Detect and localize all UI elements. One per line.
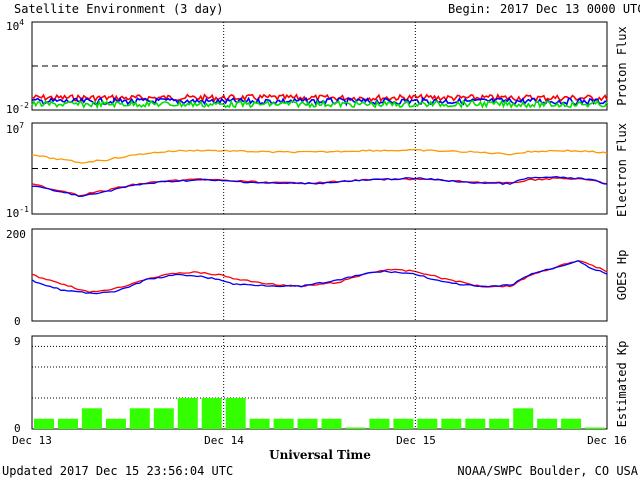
goes-hp-frame xyxy=(31,228,608,322)
xaxis-label: Universal Time xyxy=(269,448,371,462)
kp-bar xyxy=(58,418,78,429)
electron-ytick-top: 107 xyxy=(6,121,24,136)
begin-label: Begin: xyxy=(448,2,491,16)
kp-bar xyxy=(129,408,150,429)
kp-bar xyxy=(249,418,270,429)
kp-bar xyxy=(585,427,605,429)
kp-bar xyxy=(537,418,558,429)
kp-frame xyxy=(31,335,608,430)
kp-bar xyxy=(489,418,510,429)
proton-ytick-top: 104 xyxy=(6,18,24,33)
kp-bar xyxy=(321,418,342,429)
goes-hp-panel: 200 0 GOES Hp xyxy=(6,228,629,328)
orange-series-line xyxy=(32,149,608,164)
goes-hp-series xyxy=(31,259,608,295)
kp-bar xyxy=(345,427,366,429)
xtick-dec14: Dec 14 xyxy=(204,434,244,447)
proton-flux-panel: 104 10-2 Proton Flux xyxy=(6,18,629,116)
kp-bars xyxy=(32,345,607,429)
kp-bar xyxy=(34,418,54,429)
blue-series-line xyxy=(31,259,608,295)
kp-bar xyxy=(177,398,198,429)
kp-bar xyxy=(105,418,126,429)
proton-flux-series xyxy=(31,65,608,110)
kp-bar xyxy=(465,418,486,429)
kp-bar xyxy=(273,418,294,429)
goes-ytick-bottom: 0 xyxy=(14,315,21,328)
blue-series-line xyxy=(31,175,608,198)
kp-bar xyxy=(513,408,534,429)
kp-bar xyxy=(441,418,462,429)
red-series-line xyxy=(31,260,608,293)
kp-bar xyxy=(201,398,222,429)
kp-ytick-top: 9 xyxy=(14,335,21,348)
electron-flux-ylabel: Electron Flux xyxy=(615,123,629,217)
kp-bar xyxy=(225,398,246,429)
kp-bar xyxy=(561,418,582,429)
kp-bar xyxy=(297,418,318,429)
chart-title: Satellite Environment (3 day) xyxy=(14,2,224,16)
proton-ytick-bottom: 10-2 xyxy=(6,101,29,116)
kp-bar xyxy=(153,408,174,429)
goes-ytick-top: 200 xyxy=(6,228,26,241)
red-series-line xyxy=(31,93,608,103)
kp-bar xyxy=(369,418,390,429)
kp-bar xyxy=(417,418,438,429)
day-separators xyxy=(223,22,416,429)
blue-series-line xyxy=(31,96,608,107)
kp-bar xyxy=(81,408,102,429)
kp-panel: 9 0 Estimated Kp xyxy=(14,335,629,435)
xtick-dec13: Dec 13 xyxy=(12,434,52,447)
kp-ytick-bottom: 0 xyxy=(14,422,21,435)
updated-timestamp: Updated 2017 Dec 15 23:56:04 UTC xyxy=(2,464,233,478)
electron-ytick-bottom: 10-1 xyxy=(6,205,29,220)
kp-bar xyxy=(393,418,414,429)
xtick-dec15: Dec 15 xyxy=(396,434,436,447)
kp-ylabel: Estimated Kp xyxy=(615,341,629,428)
begin-value: 2017 Dec 13 0000 UTC xyxy=(500,2,640,16)
electron-flux-series xyxy=(31,149,608,198)
electron-flux-panel: 107 10-1 Electron Flux xyxy=(6,121,629,220)
xtick-dec16: Dec 16 xyxy=(587,434,627,447)
proton-flux-ylabel: Proton Flux xyxy=(615,26,629,105)
green-series-line xyxy=(31,99,608,110)
electron-flux-frame xyxy=(31,122,608,215)
credit: NOAA/SWPC Boulder, CO USA xyxy=(457,464,638,478)
goes-hp-ylabel: GOES Hp xyxy=(615,250,629,301)
